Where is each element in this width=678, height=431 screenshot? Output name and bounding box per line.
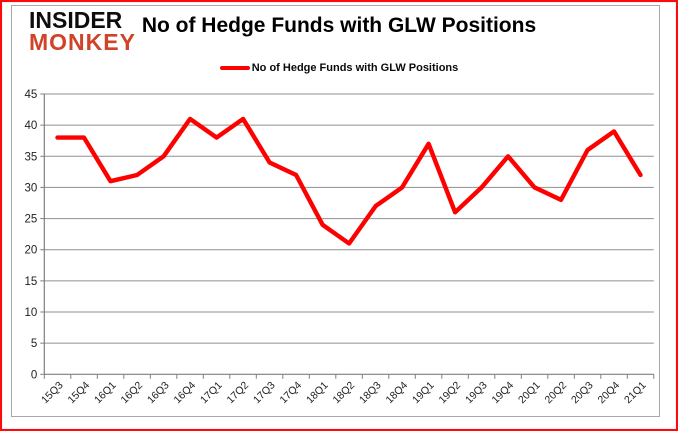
x-tick-label: 16Q3	[145, 379, 172, 406]
x-tick-label: 19Q3	[463, 379, 490, 406]
legend-label: No of Hedge Funds with GLW Positions	[251, 62, 459, 74]
x-tick-label: 19Q4	[490, 379, 517, 406]
x-tick-label: 20Q1	[516, 379, 543, 406]
x-tick-label: 18Q1	[304, 379, 331, 406]
y-tick-label: 0	[31, 369, 37, 381]
x-tick-label: 16Q1	[92, 379, 119, 406]
y-tick-label: 40	[25, 120, 38, 132]
x-tick-label: 18Q2	[331, 379, 358, 406]
x-tick-label: 20Q3	[569, 379, 596, 406]
logo-line-monkey: MONKEY	[29, 28, 136, 55]
x-tick-label: 17Q4	[278, 379, 305, 406]
chart-title: No of Hedge Funds with GLW Positions	[141, 14, 537, 37]
insider-monkey-logo: INSIDER MONKEY	[29, 7, 136, 55]
y-tick-label: 5	[31, 338, 37, 350]
x-tick-label: 18Q4	[384, 379, 411, 406]
x-tick-label: 17Q3	[251, 379, 278, 406]
x-tick-label: 15Q4	[66, 379, 93, 406]
x-tick-label: 20Q4	[596, 379, 623, 406]
x-tick-label: 16Q2	[119, 379, 146, 406]
x-tick-label: 21Q1	[622, 379, 649, 406]
y-tick-label: 30	[25, 182, 38, 194]
y-tick-label: 45	[25, 89, 38, 101]
x-tick-label: 15Q3	[39, 379, 66, 406]
logo-line-insider: INSIDER	[29, 7, 123, 33]
y-tick-label: 20	[25, 245, 38, 257]
x-tick-label: 18Q3	[357, 379, 384, 406]
x-tick-label: 20Q2	[543, 379, 570, 406]
series-line	[55, 116, 643, 246]
axis-labels: 0 5 10 15 20 25 30 35 40 45 15Q3 15Q4 16Q1 16Q2 16Q3 16…	[25, 89, 649, 406]
chart-frame	[11, 5, 660, 417]
y-tick-label: 10	[25, 307, 38, 319]
y-tick-label: 15	[25, 276, 38, 288]
x-tick-label: 17Q1	[198, 379, 225, 406]
y-tick-label: 25	[25, 214, 38, 226]
chart-legend: No of Hedge Funds with GLW Positions	[2, 62, 676, 74]
x-tick-label: 16Q4	[172, 379, 199, 406]
x-tick-label: 19Q2	[437, 379, 464, 406]
axes	[40, 93, 655, 379]
gridlines	[44, 93, 654, 344]
x-tick-label: 19Q1	[410, 379, 437, 406]
y-tick-label: 35	[25, 151, 38, 163]
legend-line-swatch-icon	[219, 66, 250, 70]
x-tick-label: 17Q2	[225, 379, 252, 406]
